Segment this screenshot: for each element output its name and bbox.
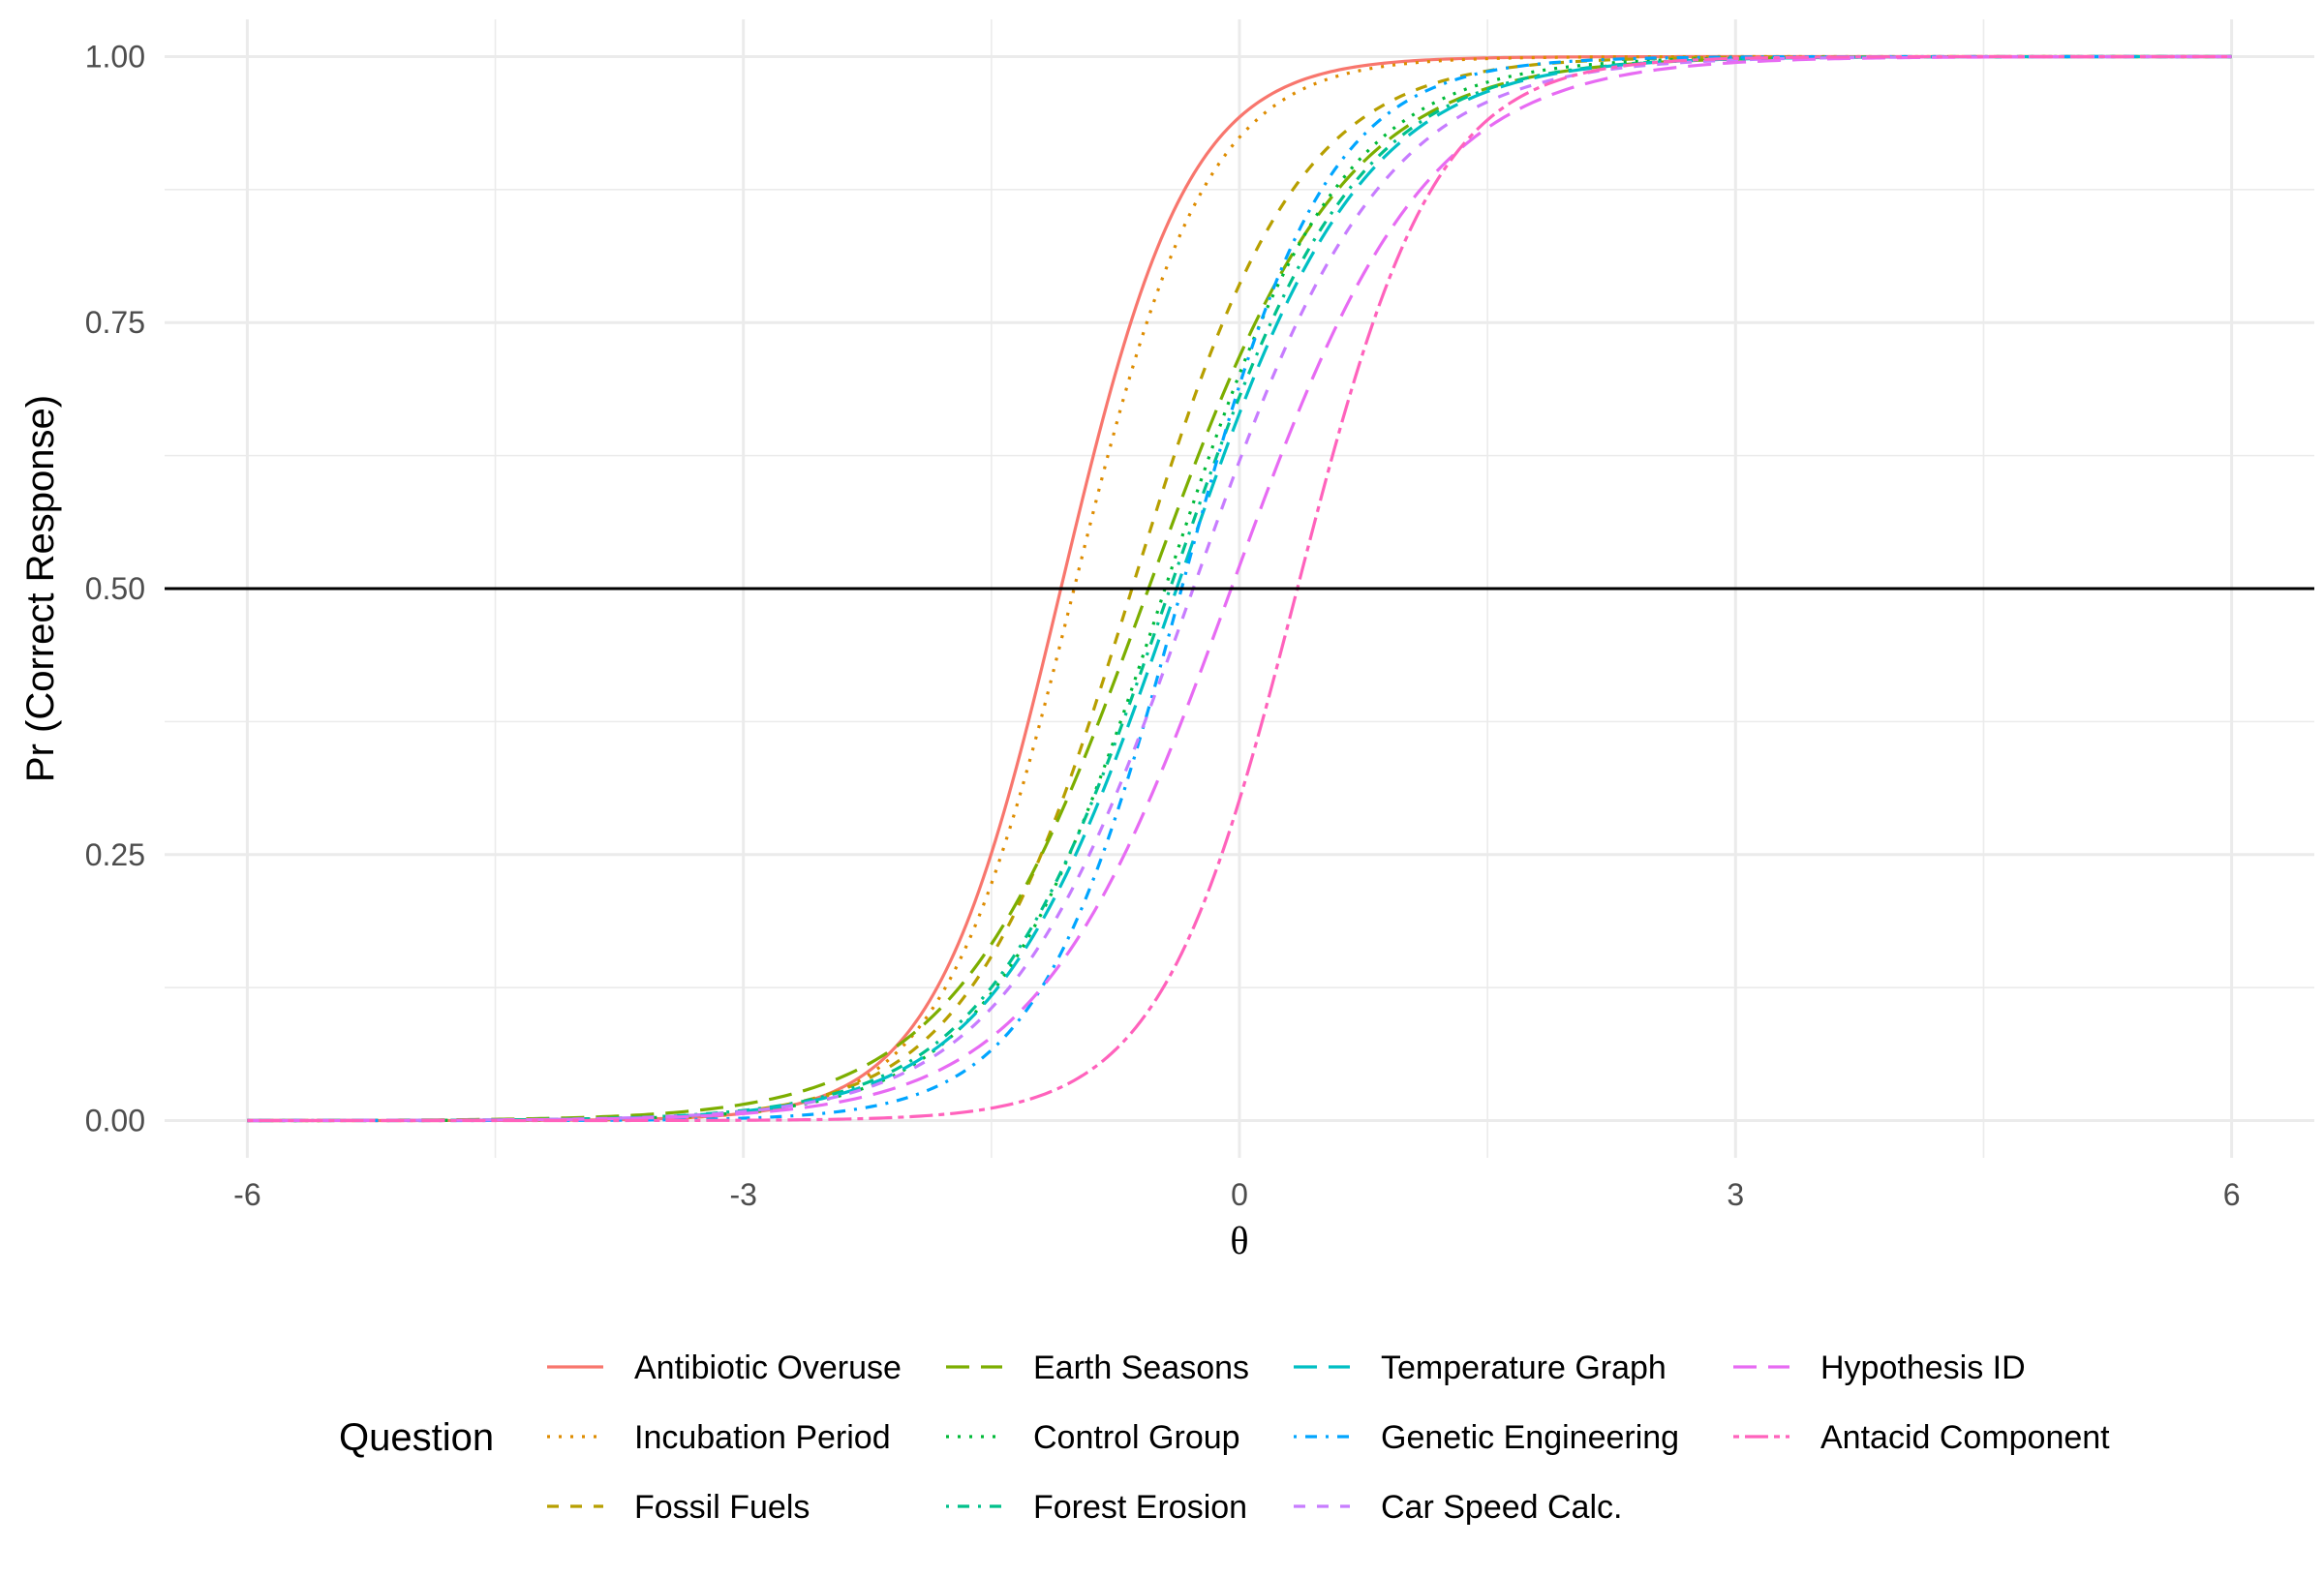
legend: Question Antibiotic Overuse Incubation Pe… — [339, 1350, 2110, 1526]
x-tick-label: 3 — [1727, 1177, 1744, 1212]
legend-label-7: Genetic Engineering — [1381, 1419, 1679, 1456]
curves — [247, 54, 2232, 1123]
x-tick-label: -3 — [729, 1177, 756, 1212]
y-tick-labels: 0.00 0.25 0.50 0.75 1.00 — [85, 39, 145, 1137]
y-tick-label: 0.25 — [85, 837, 145, 872]
legend-label-9: Hypothesis ID — [1820, 1350, 2026, 1386]
legend-label-3: Earth Seasons — [1033, 1350, 1249, 1386]
legend-label-6: Temperature Graph — [1381, 1350, 1667, 1386]
y-axis-title: Pr (Correct Response) — [19, 395, 62, 782]
y-tick-label: 1.00 — [85, 39, 145, 74]
x-axis-title: θ — [1230, 1219, 1248, 1262]
legend-title: Question — [339, 1416, 494, 1459]
x-tick-label: -6 — [233, 1177, 260, 1212]
legend-label-8: Car Speed Calc. — [1381, 1489, 1622, 1526]
y-tick-label: 0.75 — [85, 305, 145, 340]
y-tick-label: 0.00 — [85, 1104, 145, 1138]
series-curve-1 — [247, 54, 2232, 1123]
legend-label-10: Antacid Component — [1820, 1419, 2110, 1456]
legend-label-5: Forest Erosion — [1033, 1489, 1247, 1526]
x-tick-label: 6 — [2223, 1177, 2241, 1212]
legend-label-4: Control Group — [1033, 1419, 1240, 1456]
legend-label-0: Antibiotic Overuse — [634, 1350, 902, 1386]
x-tick-label: 0 — [1231, 1177, 1248, 1212]
legend-label-1: Incubation Period — [634, 1419, 891, 1456]
legend-label-2: Fossil Fuels — [634, 1489, 810, 1526]
series-curve-10 — [247, 54, 2232, 1123]
y-tick-label: 0.50 — [85, 571, 145, 606]
x-tick-labels: -6 -3 0 3 6 — [233, 1177, 2240, 1212]
